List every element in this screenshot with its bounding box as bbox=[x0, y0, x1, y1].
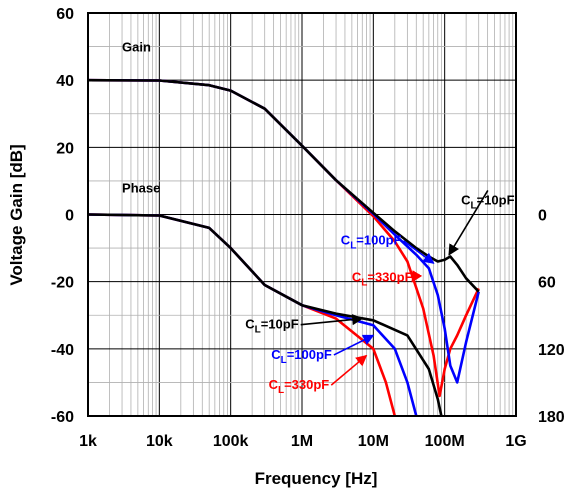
phase-series-10pF bbox=[88, 213, 443, 416]
annotation-arrow bbox=[330, 354, 368, 386]
x-tick-labels: 1k 10k 100k 1M 10M 100M 1G bbox=[79, 433, 527, 450]
x-axis-title: Frequency [Hz] bbox=[255, 469, 378, 488]
y2-tick-labels: 0 60 120 180 bbox=[538, 208, 565, 427]
annotation-cl-10pF: CL=10pF bbox=[245, 317, 298, 336]
y-axis-title: Voltage Gain [dB] bbox=[7, 144, 26, 285]
region-label-gain: Gain bbox=[122, 40, 151, 55]
x-tick-label: 1G bbox=[505, 433, 526, 450]
y2-tick-label: 0 bbox=[538, 208, 547, 225]
annotation-cl-10pF: CL=10pF bbox=[461, 192, 514, 211]
y-tick-label: -60 bbox=[51, 409, 74, 426]
y-tick-labels: 60 40 20 0 -20 -40 -60 bbox=[51, 6, 74, 426]
y2-tick-label: 60 bbox=[538, 275, 556, 292]
annotation-cl-330pF: CL=330pF bbox=[269, 377, 330, 396]
annotation-arrow bbox=[403, 240, 435, 264]
x-tick-label: 10M bbox=[358, 433, 389, 450]
y-tick-label: 40 bbox=[56, 73, 74, 90]
annotation-arrow bbox=[300, 314, 364, 326]
series-layer bbox=[88, 78, 480, 416]
gain-series-10pF bbox=[88, 78, 480, 293]
x-tick-label: 10k bbox=[146, 433, 173, 450]
annotation-cl-100pF: CL=100pF bbox=[341, 233, 402, 252]
x-tick-label: 1k bbox=[79, 433, 97, 450]
y-tick-label: -40 bbox=[51, 342, 74, 359]
y-tick-label: 0 bbox=[65, 208, 74, 225]
y-tick-label: 60 bbox=[56, 6, 74, 23]
y-tick-label: 20 bbox=[56, 140, 74, 157]
annotations: CL=10pF CL=100pF CL=330pF CL=10pF CL=100pF CL… bbox=[245, 190, 515, 396]
annotation-cl-330pF: CL=330pF bbox=[352, 270, 413, 289]
region-labels: Gain Phase bbox=[122, 40, 160, 196]
annotation-arrow bbox=[411, 270, 423, 283]
y2-tick-label: 180 bbox=[538, 409, 565, 426]
annotation-cl-100pF: CL=100pF bbox=[271, 347, 332, 366]
x-tick-label: 100k bbox=[213, 433, 249, 450]
plot-frame bbox=[87, 12, 517, 417]
annotation-arrow bbox=[448, 190, 489, 256]
region-label-phase: Phase bbox=[122, 181, 160, 196]
annotation-arrow bbox=[333, 334, 375, 356]
y-tick-label: -20 bbox=[51, 275, 74, 292]
x-tick-label: 100M bbox=[425, 433, 465, 450]
x-tick-label: 1M bbox=[291, 433, 313, 450]
y2-tick-label: 120 bbox=[538, 342, 565, 359]
